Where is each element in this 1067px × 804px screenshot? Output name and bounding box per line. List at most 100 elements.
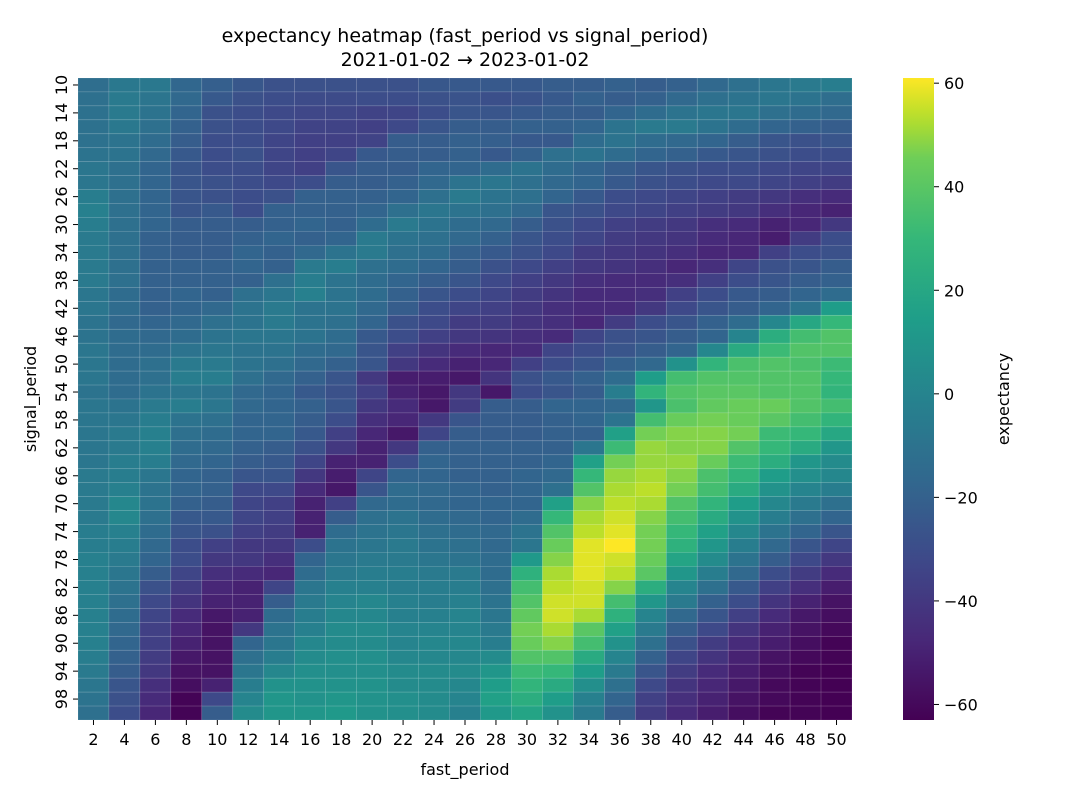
heatmap-cell [201,259,234,274]
heatmap-cell [665,524,698,539]
heatmap-cell [201,356,234,372]
heatmap-cell [820,454,853,470]
heatmap-cell [604,398,636,414]
heatmap-cell [634,538,667,553]
heatmap-cell [511,287,543,302]
heatmap-cell [511,133,543,149]
heatmap-cell [170,398,203,414]
heatmap-cell [634,301,667,316]
heatmap-cell [665,482,698,497]
heatmap-cell [480,635,512,651]
heatmap-cell [108,649,141,665]
heatmap-cell [108,370,141,386]
heatmap-cell [511,426,543,442]
heatmap-cell [604,259,636,274]
heatmap-cell [820,398,853,414]
heatmap-cell [573,231,605,246]
y-tick-label: 74 [52,521,71,541]
heatmap-cell [170,328,203,344]
heatmap-cell [634,384,667,400]
heatmap-cell [665,342,698,358]
heatmap-cell [449,468,481,484]
heatmap-cell [449,105,481,121]
heatmap-cell [418,622,450,637]
heatmap-cell [263,705,296,721]
heatmap-cell [294,147,326,163]
heatmap-cell [604,580,636,595]
heatmap-cell [232,189,265,204]
heatmap-cell [325,538,357,553]
heatmap-cell [108,245,141,260]
heatmap-cell [820,91,853,107]
heatmap-cell [418,426,450,442]
heatmap-cell [634,622,667,637]
heatmap-cell [480,524,512,539]
heatmap-cell [758,677,791,693]
heatmap-cell [542,259,574,274]
heatmap-cell [294,580,326,595]
heatmap-cell [232,119,265,135]
heatmap-cell [77,677,110,693]
heatmap-cell [634,649,667,665]
heatmap-cell [387,580,419,595]
heatmap-cell [573,273,605,288]
heatmap-cell [820,412,853,428]
colorbar-tick-label: 0 [944,385,954,404]
heatmap-cell [727,705,760,721]
heatmap-cell [573,705,605,721]
heatmap-cell [449,482,481,497]
heatmap-cell [727,594,760,609]
heatmap-cell [356,580,388,595]
y-tick-label: 10 [52,75,71,95]
heatmap-cell [758,649,791,665]
heatmap-cell [356,454,388,470]
heatmap-cell [449,301,481,316]
heatmap-cell [758,203,791,218]
heatmap-cell [573,217,605,232]
heatmap-cell [449,342,481,358]
heatmap-cell [108,105,141,121]
heatmap-cell [727,133,760,149]
heatmap-cell [604,217,636,232]
heatmap-cell [789,203,822,218]
heatmap-cell [108,175,141,190]
heatmap-cell [604,622,636,637]
heatmap-cell [325,426,357,442]
heatmap-cell [480,552,512,567]
heatmap-cell [263,384,296,400]
heatmap-cell [139,566,172,581]
heatmap-cell [542,91,574,107]
heatmap-cell [294,301,326,316]
heatmap-cell [542,496,574,511]
heatmap-cell [263,175,296,190]
heatmap-cell [542,314,574,330]
heatmap-cell [263,259,296,274]
heatmap-cell [665,440,698,456]
heatmap-cell [294,384,326,400]
heatmap-cell [356,189,388,204]
heatmap-cell [480,649,512,665]
heatmap-cell [201,608,234,623]
heatmap-cell [789,440,822,456]
heatmap-cell [727,370,760,386]
heatmap-cell [511,524,543,539]
heatmap-cell [201,552,234,567]
y-tick-label: 58 [52,410,71,430]
heatmap-cell [604,342,636,358]
heatmap-cell [325,608,357,623]
heatmap-cell [449,287,481,302]
heatmap-cell [356,496,388,511]
heatmap-cell [820,440,853,456]
x-tick-label: 20 [362,730,382,749]
heatmap-cell [511,454,543,470]
heatmap-cell [418,649,450,665]
heatmap-cell [108,691,141,707]
heatmap-cell [418,524,450,539]
heatmap-cell [356,566,388,581]
y-tick-label: 62 [52,438,71,458]
heatmap-cell [449,691,481,707]
heatmap-cell [696,622,729,637]
heatmap-cell [789,608,822,623]
heatmap-cell [727,245,760,260]
heatmap-cell [263,468,296,484]
